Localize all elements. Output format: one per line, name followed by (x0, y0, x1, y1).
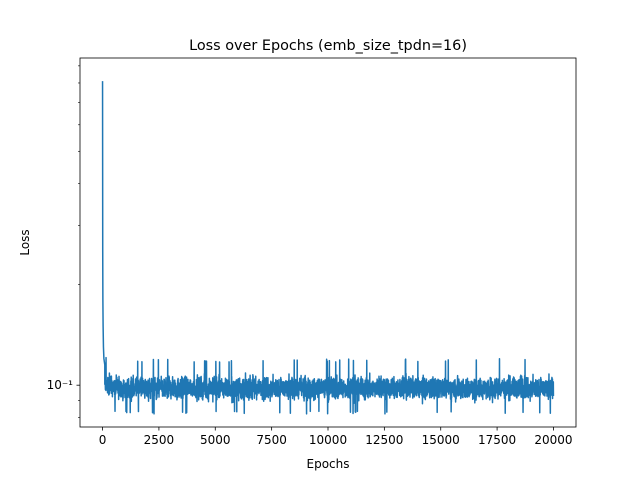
plot-area (101, 81, 555, 415)
x-tick-label: 2500 (144, 433, 175, 447)
x-tick-label: 10000 (309, 433, 347, 447)
x-tick-label: 20000 (534, 433, 572, 447)
x-tick-label: 15000 (422, 433, 460, 447)
y-axis-label: Loss (18, 229, 32, 255)
y-tick-label: 10⁻¹ (47, 378, 74, 392)
x-tick-label: 7500 (256, 433, 287, 447)
y-axis: 10⁻¹ (47, 65, 80, 418)
x-tick-label: 0 (99, 433, 107, 447)
x-tick-label: 5000 (200, 433, 231, 447)
chart-title: Loss over Epochs (emb_size_tpdn=16) (189, 38, 467, 54)
x-tick-label: 12500 (365, 433, 403, 447)
x-tick-label: 17500 (478, 433, 516, 447)
loss-series-line (101, 81, 555, 415)
x-axis: 0 2500 5000 7500 10000 12500 15000 17500 20000 (99, 427, 573, 447)
x-axis-label: Epochs (307, 457, 350, 471)
